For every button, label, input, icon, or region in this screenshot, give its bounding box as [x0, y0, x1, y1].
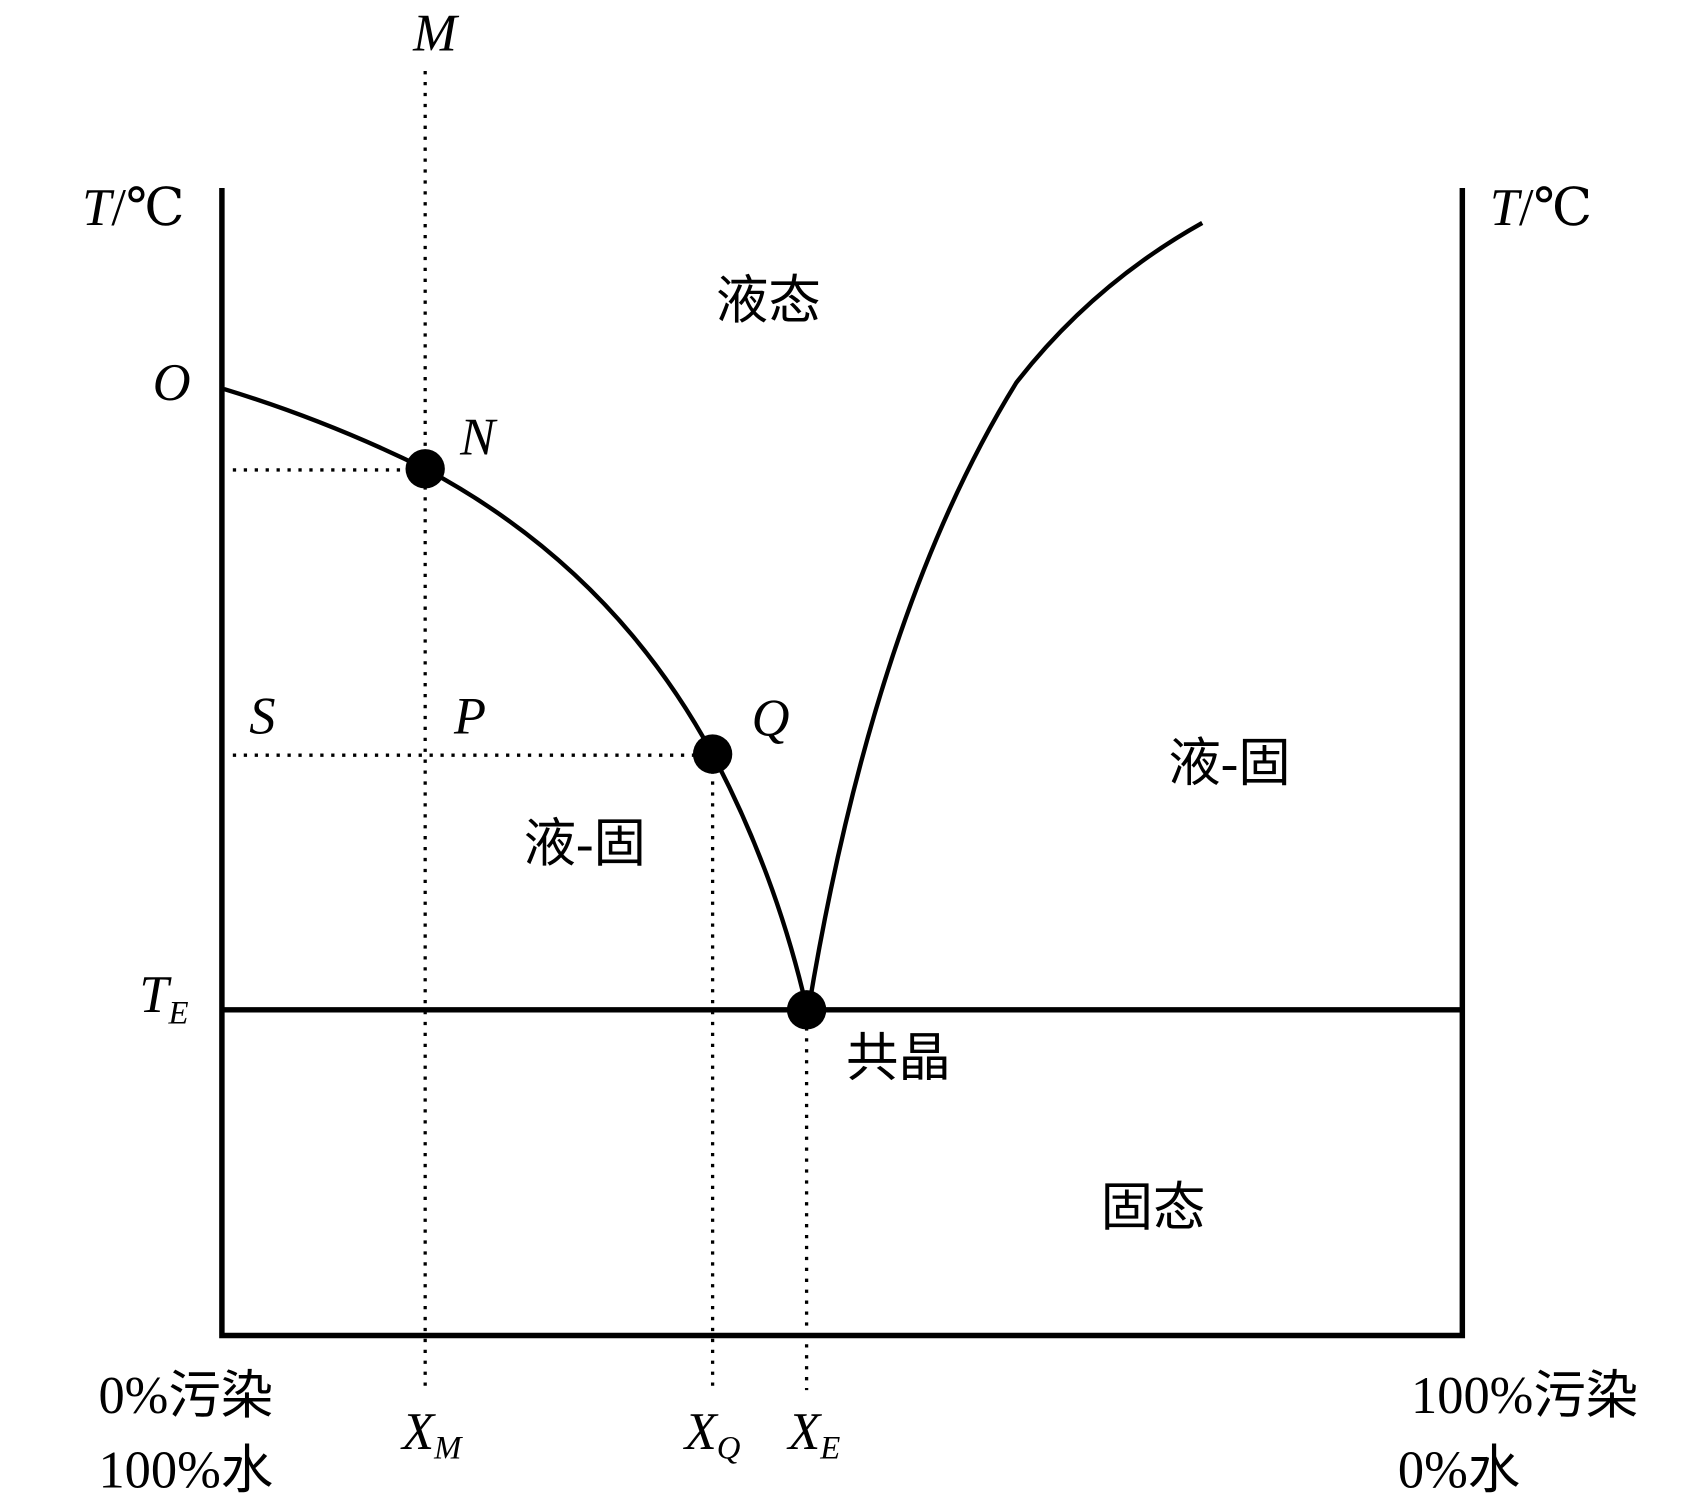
label-n: N — [459, 409, 498, 467]
unit-left: T/℃ — [82, 179, 184, 237]
region-label: 液-固 — [1168, 734, 1290, 792]
composition-label: 100%水 — [98, 1441, 273, 1499]
right-liquidus — [806, 221, 1204, 1009]
x-mark-label: XQ — [683, 1403, 741, 1466]
label-q: Q — [752, 690, 790, 748]
left-liquidus — [223, 386, 809, 1009]
frame — [219, 187, 1466, 1339]
point-e — [786, 990, 827, 1030]
x-mark-label: XE — [786, 1403, 840, 1466]
label-m: M — [412, 4, 460, 62]
label-te: TE — [139, 966, 188, 1031]
region-label: 液-固 — [524, 815, 646, 873]
region-label: 共晶 — [846, 1029, 951, 1087]
point-q — [692, 734, 733, 774]
composition-label: 0%污染 — [98, 1367, 273, 1425]
region-label: 液态 — [716, 272, 821, 330]
label-o: O — [153, 354, 191, 412]
composition-label: 0%水 — [1398, 1441, 1520, 1499]
point-n — [405, 449, 445, 489]
label-p: P — [453, 687, 486, 745]
label-s: S — [249, 687, 275, 745]
unit-right: T/℃ — [1490, 179, 1592, 237]
composition-label: 100%污染 — [1411, 1367, 1638, 1425]
x-mark-label: XM — [400, 1403, 463, 1466]
region-label: 固态 — [1101, 1179, 1206, 1237]
